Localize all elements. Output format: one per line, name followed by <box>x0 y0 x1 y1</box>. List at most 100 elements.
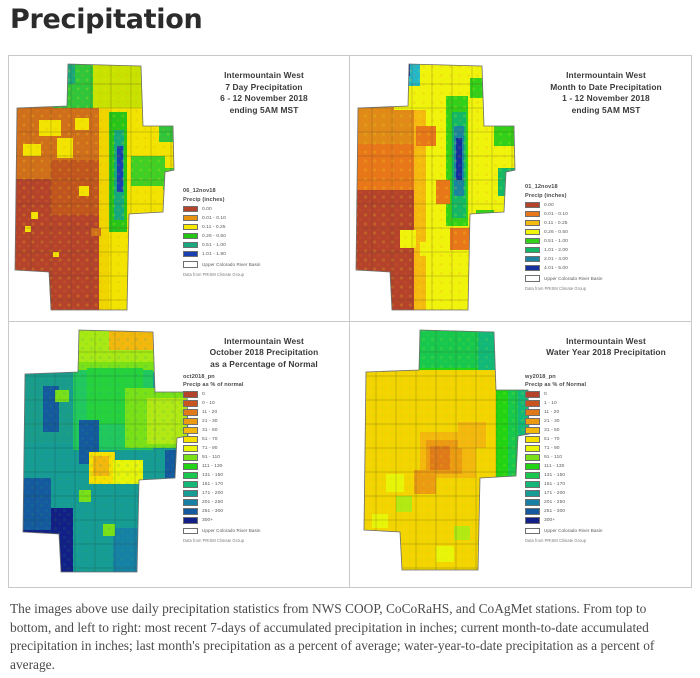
legend-swatch-icon <box>525 219 540 227</box>
legend-swatch-icon <box>183 481 198 488</box>
panel-month-to-date[interactable]: Intermountain West Month to Date Precipi… <box>350 56 691 322</box>
legend-row: 131 - 150 <box>183 471 343 479</box>
legend-row: 71 - 90 <box>525 444 685 452</box>
panel-water-year-title: Intermountain West Water Year 2018 Preci… <box>527 336 685 359</box>
panel-water-year[interactable]: Intermountain West Water Year 2018 Preci… <box>350 321 691 587</box>
map-october-percent-normal[interactable] <box>17 328 209 580</box>
map-7day-outline <box>14 63 175 311</box>
legend-row-label: 171 - 200 <box>202 491 224 497</box>
legend-swatch-icon <box>183 223 198 231</box>
legend-source: Data from PRISM Climate Group <box>183 538 245 544</box>
legend-row-label: 0.51 - 1.00 <box>544 238 568 244</box>
legend-rows: 0 0 - 10 11 - 20 21 - 30 31 - 50 51 - 70 71 - … <box>183 391 343 525</box>
legend-row-label: 91 - 110 <box>202 455 220 461</box>
legend-rows: 0 1 - 10 11 - 20 21 - 30 31 - 50 51 - 70 71 - … <box>525 391 685 525</box>
map-oct-svg <box>22 329 189 572</box>
precipitation-map-figure: Intermountain West 7 Day Precipitation 6… <box>8 55 692 588</box>
legend-row-label: 21 - 30 <box>202 419 218 425</box>
panel-oct-title-line-1: Intermountain West <box>224 335 304 346</box>
panel-october-legend: oct2018_pn Precip as % of normal 0 0 - 10… <box>183 374 343 544</box>
panel-month-to-date-legend: 01_12nov18 Precip (inches) 0.00 0.01 - 0.… <box>525 184 685 291</box>
legend-row-label: 11 - 20 <box>202 410 218 416</box>
legend-unit: Precip as % of normal <box>183 382 244 388</box>
legend-basin-label: Upper Colorado River Basin <box>544 275 603 281</box>
map-7day-county-lines <box>15 64 174 310</box>
panel-7day-title-line-4: ending 5AM MST <box>229 104 299 115</box>
panel-7day-title-line-1: Intermountain West <box>224 70 304 80</box>
legend-row: 0.26 - 0.50 <box>525 228 685 236</box>
legend-row-label: 0.01 - 0.10 <box>544 211 568 217</box>
legend-swatch-icon <box>183 241 198 249</box>
legend-row-label: 201 - 250 <box>544 500 566 505</box>
legend-source: Data from PRISM Climate Group <box>525 285 587 291</box>
panel-wy-title-line-1: Intermountain West <box>566 335 646 346</box>
legend-row-label: 0 <box>202 392 205 398</box>
panel-mtd-title-line-1: Intermountain West <box>566 70 646 80</box>
legend-row-label: 21 - 30 <box>544 419 560 425</box>
legend-row: 111 - 130 <box>183 462 343 470</box>
legend-id: 01_12nov18 <box>525 184 558 190</box>
legend-unit: Precip (inches) <box>183 196 225 203</box>
legend-rows: 0.00 0.01 - 0.10 0.11 - 0.25 0.26 - 0.50 0.5… <box>525 201 685 272</box>
legend-swatch-icon <box>183 445 198 452</box>
legend-rows: 0.00 0.01 - 0.10 0.11 - 0.25 0.26 - 0.50 0.5… <box>183 205 343 258</box>
panel-mtd-title-line-3: 1 - 12 November 2018 <box>562 93 650 103</box>
legend-id: 06_12nov18 <box>183 188 216 194</box>
legend-row-label: 251 - 300 <box>544 508 566 514</box>
map-month-to-date[interactable] <box>354 60 539 318</box>
panel-month-to-date-title: Intermountain West Month to Date Precipi… <box>527 70 685 116</box>
legend-row: 201 - 250 <box>183 498 343 506</box>
legend-row: 71 - 90 <box>183 444 343 452</box>
legend-row-label: 0 - 10 <box>202 401 215 407</box>
panel-7day-title-line-3: 6 - 12 November 2018 <box>220 93 308 103</box>
legend-swatch-icon <box>525 391 540 398</box>
panel-7day-title: Intermountain West 7 Day Precipitation 6… <box>185 70 343 116</box>
legend-row-label: 31 - 50 <box>544 428 560 434</box>
page-title: Precipitation <box>10 4 203 35</box>
legend-swatch-icon <box>183 490 198 497</box>
map-wy-svg <box>363 329 530 570</box>
legend-swatch-icon <box>525 237 540 245</box>
basin-swatch-icon <box>525 527 540 535</box>
legend-swatch-icon <box>183 400 198 407</box>
panel-oct-title-line-3: as a Percentage of Normal <box>210 358 318 369</box>
panel-7day[interactable]: Intermountain West 7 Day Precipitation 6… <box>9 56 350 322</box>
legend-row-label: 71 - 90 <box>202 446 218 452</box>
legend-row: 300+ <box>183 516 343 524</box>
legend-row: 11 - 20 <box>183 408 343 416</box>
legend-row-label: 0.26 - 0.50 <box>544 229 568 235</box>
map-7day[interactable] <box>13 60 198 318</box>
legend-row-label: 0.26 - 0.50 <box>202 233 226 239</box>
legend-row: 251 - 300 <box>525 507 685 515</box>
legend-row: 0.51 - 1.00 <box>183 241 343 249</box>
panel-october-percent-normal[interactable]: Intermountain West October 2018 Precipit… <box>9 321 350 587</box>
legend-row-label: 131 - 150 <box>544 473 566 479</box>
legend-row-label: 0.11 - 0.25 <box>544 220 568 226</box>
legend-basin-row: Upper Colorado River Basin <box>525 274 685 282</box>
legend-row-label: 151 - 170 <box>544 482 566 488</box>
legend-swatch-icon <box>525 418 540 425</box>
legend-swatch-icon <box>183 418 198 425</box>
legend-row: 201 - 250 <box>525 498 685 506</box>
map-water-year[interactable] <box>358 328 550 578</box>
legend-row-label: 2.01 - 4.00 <box>544 256 568 262</box>
legend-row: 0.01 - 0.10 <box>525 210 685 218</box>
legend-basin-row: Upper Colorado River Basin <box>183 260 343 268</box>
legend-swatch-icon <box>183 409 198 416</box>
legend-row-label: 51 - 70 <box>202 437 218 443</box>
legend-row: 0.26 - 0.50 <box>183 232 343 240</box>
legend-swatch-icon <box>183 499 198 506</box>
legend-row: 161 - 170 <box>183 480 343 488</box>
legend-swatch-icon <box>183 472 198 479</box>
legend-row: 1 - 10 <box>525 399 685 407</box>
legend-row: 251 - 300 <box>183 507 343 515</box>
legend-basin-label: Upper Colorado River Basin <box>202 262 261 267</box>
legend-row: 0 <box>525 391 685 399</box>
legend-row: 0 - 10 <box>183 399 343 407</box>
legend-row: 0.11 - 0.25 <box>183 223 343 231</box>
panel-mtd-title-line-4: ending 5AM MST <box>571 104 641 115</box>
legend-swatch-icon <box>525 517 540 524</box>
legend-row-label: 71 - 90 <box>544 446 560 452</box>
legend-swatch-icon <box>525 490 540 497</box>
legend-swatch-icon <box>183 205 198 213</box>
